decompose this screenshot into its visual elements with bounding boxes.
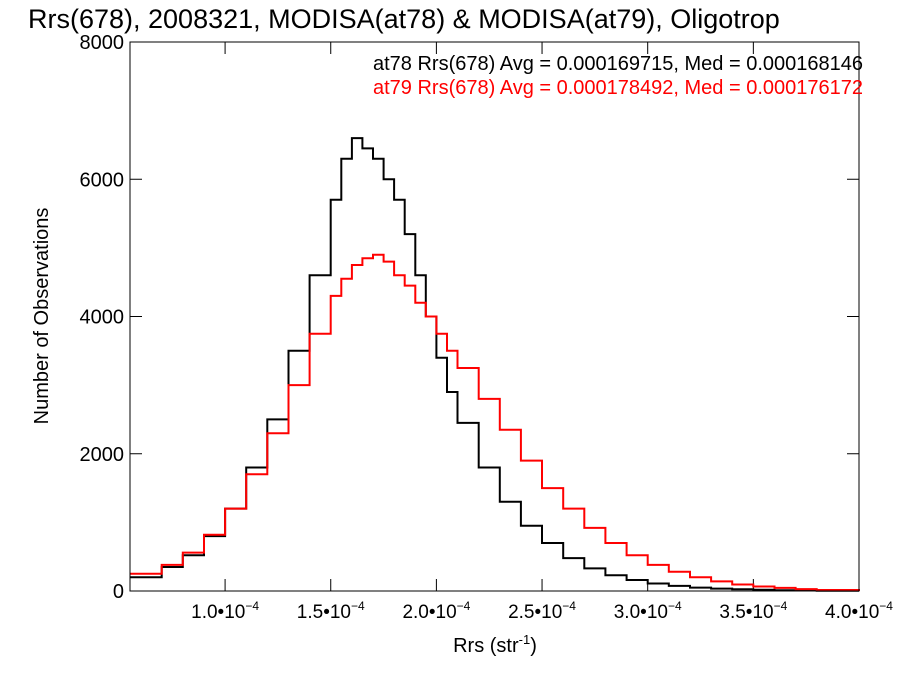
x-tick-label: 1.5•10−4: [297, 599, 365, 623]
x-tick-exponent: −4: [351, 599, 365, 613]
series-at79-line: [130, 253, 860, 591]
x-axis-label-main: Rrs (str: [453, 635, 519, 657]
x-tick-exponent: −4: [457, 599, 471, 613]
plot-frame: [129, 41, 860, 592]
series-at79-annotation: at79 Rrs(678) Avg = 0.000178492, Med = 0…: [373, 77, 863, 99]
y-tick-label: 4000: [80, 307, 125, 329]
x-axis-label-sup: -1: [519, 632, 531, 647]
x-tick-base: 10: [224, 602, 245, 623]
x-tick-label: 3.0•10−4: [614, 599, 682, 623]
x-tick-exponent: −4: [774, 599, 788, 613]
x-axis-ticks: 1.0•10−4 1.5•10−4 2.0•10−4 2.5•10−4 3.0•10−4…: [191, 42, 893, 623]
x-tick-exponent: −4: [562, 599, 576, 613]
x-tick-base: 10: [436, 602, 457, 623]
x-tick-base: 10: [752, 602, 773, 623]
x-tick-exponent: −4: [879, 599, 893, 613]
x-tick-mantissa: 3.5•: [719, 602, 752, 623]
y-tick-label: 6000: [80, 169, 125, 191]
x-axis-label-close: ): [530, 635, 537, 657]
series-group: [130, 137, 860, 592]
x-tick-label: 4.0•10−4: [825, 599, 893, 623]
x-tick-label: 2.5•10−4: [508, 599, 576, 623]
x-axis-label: Rrs (str-1): [453, 632, 537, 657]
x-tick-mantissa: 1.5•: [297, 602, 330, 623]
x-tick-mantissa: 3.0•: [614, 602, 647, 623]
y-axis-label: Number of Observations: [31, 208, 53, 425]
y-tick-label: 0: [113, 581, 124, 603]
x-tick-mantissa: 2.0•: [402, 602, 435, 623]
x-tick-base: 10: [858, 602, 879, 623]
x-tick-base: 10: [647, 602, 668, 623]
x-tick-exponent: −4: [245, 599, 259, 613]
x-tick-base: 10: [541, 602, 562, 623]
x-tick-mantissa: 4.0•: [825, 602, 858, 623]
series-at78-line: [130, 137, 860, 592]
y-tick-label: 2000: [80, 444, 125, 466]
x-tick-label: 2.0•10−4: [402, 599, 470, 623]
y-tick-label: 8000: [80, 32, 125, 54]
x-tick-label: 3.5•10−4: [719, 599, 787, 623]
x-tick-base: 10: [330, 602, 351, 623]
x-tick-mantissa: 1.0•: [191, 602, 224, 623]
series-at78-annotation: at78 Rrs(678) Avg = 0.000169715, Med = 0…: [373, 53, 863, 75]
chart-title: Rrs(678), 2008321, MODISA(at78) & MODISA…: [28, 4, 780, 34]
x-tick-exponent: −4: [668, 599, 682, 613]
y-axis-ticks: 0 2000 4000 6000 8000: [80, 32, 859, 603]
x-tick-label: 1.0•10−4: [191, 599, 259, 623]
x-tick-mantissa: 2.5•: [508, 602, 541, 623]
